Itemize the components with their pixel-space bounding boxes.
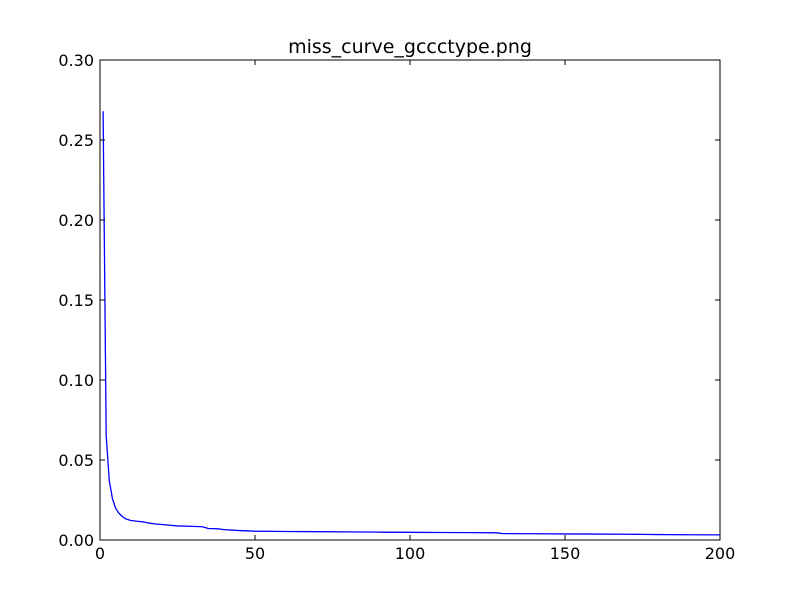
plot-area — [99, 59, 721, 541]
y-tick-label: 0.00 — [58, 531, 94, 550]
y-tick-label: 0.05 — [58, 451, 94, 470]
y-tick-label: 0.10 — [58, 371, 94, 390]
y-tick-label: 0.25 — [58, 131, 94, 150]
series-layer — [102, 111, 721, 536]
y-axis: 0.00 0.05 0.10 0.15 0.20 0.25 0.30 — [58, 51, 720, 550]
x-tick-label: 150 — [550, 544, 581, 563]
x-tick-label: 200 — [705, 544, 736, 563]
y-tick-label: 0.20 — [58, 211, 94, 230]
x-tick-label: 50 — [245, 544, 265, 563]
y-tick-label: 0.30 — [58, 51, 94, 70]
x-axis: 0 50 100 150 200 — [95, 60, 735, 563]
x-tick-label: 100 — [395, 544, 426, 563]
series-line-0 — [102, 111, 721, 536]
x-tick-label: 0 — [95, 544, 105, 563]
chart-title: miss_curve_gccctype.png — [288, 36, 532, 58]
y-tick-label: 0.15 — [58, 291, 94, 310]
plot-frame — [99, 59, 721, 541]
